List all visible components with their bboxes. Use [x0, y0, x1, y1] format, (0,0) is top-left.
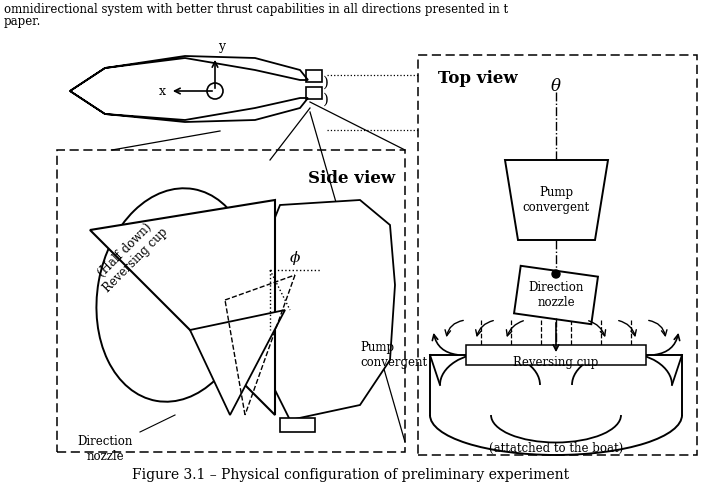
Bar [466, 345, 646, 365]
Text: ): ) [323, 76, 329, 90]
Bar [418, 55, 697, 455]
Text: ): ) [323, 93, 329, 107]
Text: (attatched to the boat): (attatched to the boat) [489, 442, 623, 455]
Text: Direction
nozzle: Direction nozzle [77, 435, 133, 463]
Polygon shape [505, 160, 608, 240]
Bar [306, 70, 322, 82]
Text: Top view: Top view [438, 70, 517, 87]
Text: omnidirectional system with better thrust capabilities in all directions present: omnidirectional system with better thrus… [4, 3, 508, 16]
Text: y: y [218, 40, 225, 53]
Polygon shape [280, 418, 315, 432]
Text: Figure 3.1 – Physical configuration of preliminary experiment: Figure 3.1 – Physical configuration of p… [133, 468, 569, 482]
Text: Direction
nozzle: Direction nozzle [529, 281, 583, 309]
Text: paper.: paper. [4, 15, 41, 28]
Polygon shape [514, 266, 598, 324]
Text: (Half down)
Reversing cup: (Half down) Reversing cup [90, 215, 170, 295]
Circle shape [552, 270, 560, 278]
Bar [57, 150, 405, 452]
Text: θ: θ [551, 78, 561, 95]
Ellipse shape [96, 188, 253, 402]
Polygon shape [90, 200, 275, 415]
Text: Pump
convergent: Pump convergent [360, 341, 427, 369]
Text: Side view: Side view [308, 170, 395, 187]
Text: x: x [159, 84, 166, 97]
Polygon shape [190, 310, 285, 415]
Polygon shape [270, 200, 395, 420]
Text: Pump
convergent: Pump convergent [522, 186, 590, 214]
Bar [306, 87, 322, 99]
Text: ϕ: ϕ [290, 251, 300, 265]
Text: Reversing cup: Reversing cup [513, 356, 599, 369]
